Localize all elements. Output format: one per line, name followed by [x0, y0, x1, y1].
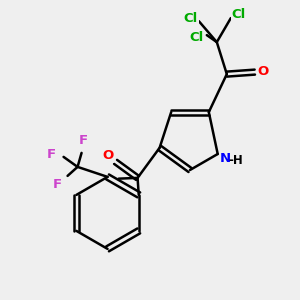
Text: Cl: Cl [184, 12, 198, 25]
Text: O: O [257, 64, 269, 78]
Text: F: F [47, 148, 56, 161]
Text: Cl: Cl [232, 8, 246, 21]
Text: -H: -H [228, 154, 243, 166]
Text: O: O [102, 149, 113, 162]
Text: F: F [79, 134, 88, 147]
Text: N: N [220, 152, 231, 164]
Text: Cl: Cl [190, 31, 204, 44]
Text: F: F [53, 178, 62, 191]
